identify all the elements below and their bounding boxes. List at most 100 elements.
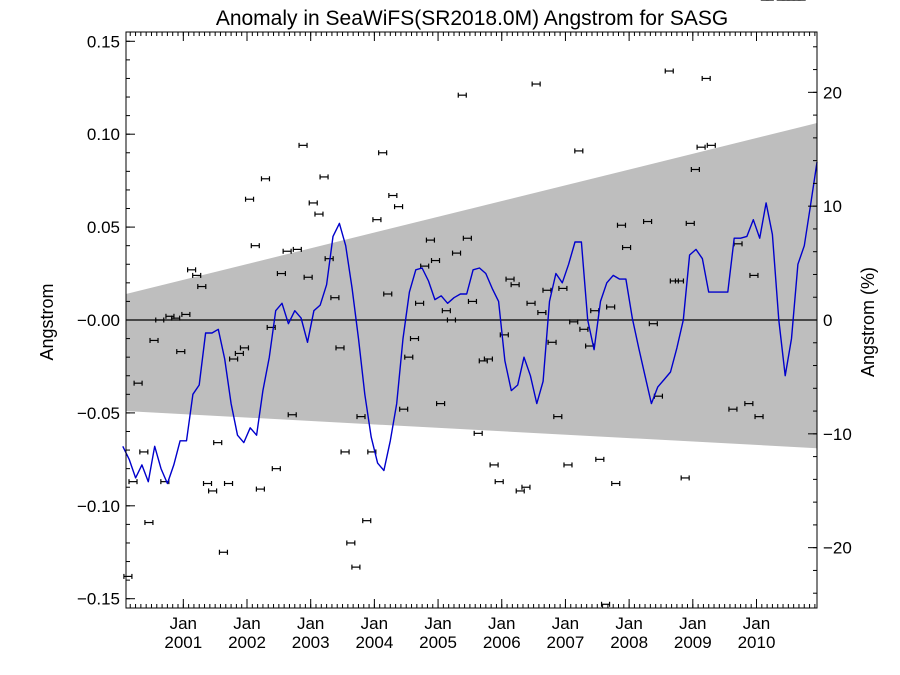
y-tick-label: −0.00 xyxy=(77,311,120,330)
x-tick-year-label: 2006 xyxy=(483,633,521,652)
data-point xyxy=(197,284,207,290)
data-point xyxy=(728,406,738,412)
data-point xyxy=(648,321,658,327)
y-tick-label: −0.10 xyxy=(77,497,120,516)
data-point xyxy=(505,276,515,282)
data-point xyxy=(155,317,165,323)
data-point xyxy=(399,406,409,412)
data-point xyxy=(414,300,425,306)
data-point xyxy=(494,479,504,485)
x-tick-month-label: Jan xyxy=(424,614,451,633)
x-tick-year-label: 2005 xyxy=(419,633,457,652)
data-point xyxy=(314,211,324,217)
x-tick-month-label: Jan xyxy=(743,614,770,633)
y-axis-label-right: Angstrom (%) xyxy=(858,267,878,377)
trend-band xyxy=(126,123,817,449)
x-tick-month-label: Jan xyxy=(297,614,324,633)
y-right-tick-label: −10 xyxy=(823,425,852,444)
data-point xyxy=(569,319,579,325)
data-point xyxy=(483,356,493,362)
x-tick-month-label: Jan xyxy=(552,614,579,633)
right-axis-ticks: −20 −10 0 10 20 xyxy=(808,46,852,594)
data-point xyxy=(330,295,340,301)
data-point xyxy=(186,267,197,273)
data-point xyxy=(362,518,372,524)
x-tick-year-label: 2009 xyxy=(674,633,712,652)
data-point xyxy=(351,564,361,570)
data-point xyxy=(425,237,436,243)
data-point xyxy=(744,401,754,407)
data-point xyxy=(547,339,557,345)
x-tick-year-label: 2007 xyxy=(547,633,585,652)
data-point xyxy=(696,144,706,150)
data-point xyxy=(250,243,260,249)
x-tick-month-label: Jan xyxy=(679,614,706,633)
data-point xyxy=(276,271,286,277)
data-point xyxy=(356,414,366,420)
data-point xyxy=(690,166,700,172)
data-point xyxy=(192,272,202,278)
y-tick-label: 0.15 xyxy=(87,32,120,51)
x-tick-month-label: Jan xyxy=(233,614,260,633)
data-point xyxy=(409,336,420,342)
data-point xyxy=(457,92,467,98)
data-point xyxy=(271,466,281,472)
data-point xyxy=(202,481,213,487)
trend-band-layer xyxy=(126,123,817,449)
x-tick-year-label: 2004 xyxy=(355,633,393,652)
data-point xyxy=(393,204,404,210)
data-point xyxy=(218,549,229,555)
data-point xyxy=(298,142,308,148)
data-point xyxy=(526,300,536,306)
data-point xyxy=(171,315,181,321)
data-point xyxy=(287,412,297,418)
data-point xyxy=(244,196,255,202)
x-tick-year-label: 2008 xyxy=(610,633,648,652)
data-point xyxy=(378,150,388,156)
data-point xyxy=(372,217,382,223)
y-right-tick-label: −20 xyxy=(823,539,852,558)
data-point xyxy=(574,148,584,154)
y-tick-label: −0.05 xyxy=(77,404,120,423)
y-tick-label: −0.15 xyxy=(77,590,120,609)
data-point xyxy=(260,176,271,182)
data-point xyxy=(606,304,616,310)
data-point xyxy=(388,193,398,199)
data-point xyxy=(579,326,589,332)
data-point xyxy=(133,380,143,386)
data-point xyxy=(685,220,695,226)
data-point xyxy=(123,573,133,579)
data-point xyxy=(340,449,350,455)
data-point xyxy=(239,345,250,351)
data-point xyxy=(558,285,568,291)
data-point xyxy=(144,520,154,526)
data-point xyxy=(515,488,525,494)
data-point xyxy=(706,142,716,148)
chart-title: Anomaly in SeaWiFS(SR2018.0M) Angstrom f… xyxy=(216,7,728,30)
data-point xyxy=(749,272,759,278)
data-point xyxy=(149,337,159,343)
data-point xyxy=(229,356,239,362)
data-point xyxy=(430,258,441,264)
data-point xyxy=(139,449,149,455)
data-point xyxy=(308,200,318,206)
y-axis-label-left: Angstrom xyxy=(37,283,57,360)
data-point xyxy=(451,250,462,256)
data-point xyxy=(303,274,313,280)
data-point xyxy=(473,430,483,436)
data-point xyxy=(404,354,414,360)
data-point xyxy=(537,310,547,316)
data-point xyxy=(208,488,218,494)
smoothed-line-layer xyxy=(122,161,818,485)
x-tick-month-label: Jan xyxy=(615,614,642,633)
data-point xyxy=(234,350,244,356)
data-point xyxy=(462,235,472,241)
x-tick-month-label: Jan xyxy=(170,614,197,633)
data-point xyxy=(467,298,478,304)
left-axis-ticks: −0.15 −0.10 −0.05 −0.00 0.05 0.10 0.15 xyxy=(77,32,135,609)
data-point xyxy=(181,311,191,317)
x-tick-month-label: Jan xyxy=(488,614,515,633)
data-point xyxy=(510,282,520,288)
data-point xyxy=(128,479,138,485)
